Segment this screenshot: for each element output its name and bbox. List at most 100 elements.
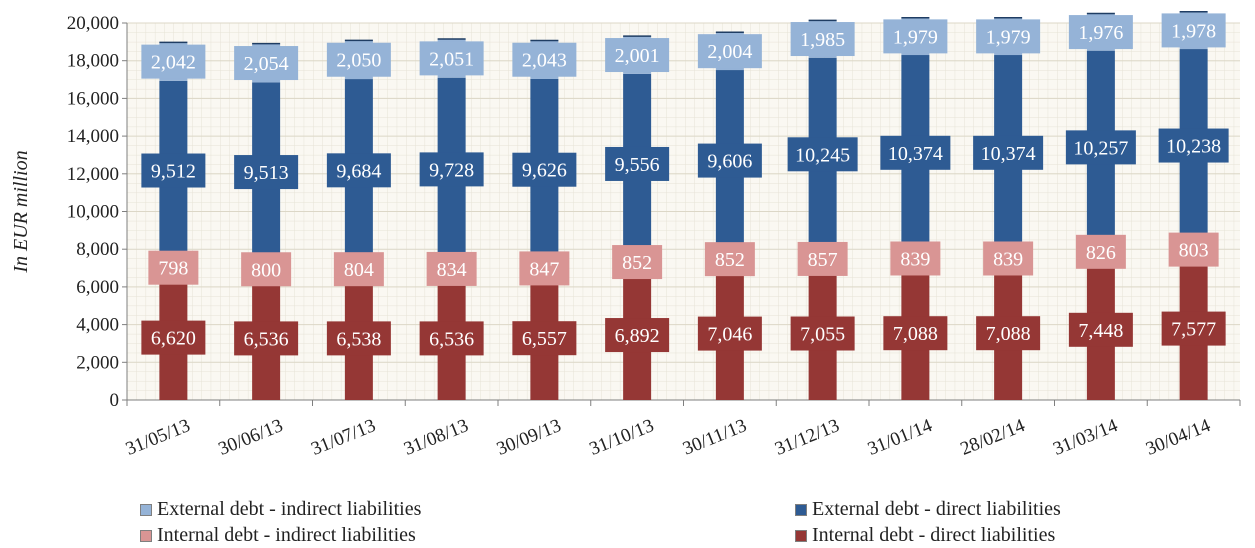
data-label-box-2-5 bbox=[605, 146, 670, 181]
data-label-0-1: 6,536 bbox=[244, 328, 289, 350]
data-label-box-1-2 bbox=[333, 252, 384, 287]
data-label-box-0-5 bbox=[605, 318, 670, 353]
data-label-box-1-1 bbox=[241, 252, 292, 287]
data-label-0-9: 7,088 bbox=[986, 323, 1031, 345]
data-label-box-3-4 bbox=[512, 42, 577, 77]
data-label-2-7: 10,245 bbox=[795, 144, 850, 166]
x-tick-label-3: 31/08/13 bbox=[401, 415, 472, 460]
data-label-box-3-10 bbox=[1068, 15, 1133, 50]
data-label-2-0: 9,512 bbox=[151, 161, 196, 183]
data-label-box-1-10 bbox=[1075, 234, 1126, 269]
data-label-1-4: 847 bbox=[529, 258, 559, 280]
legend-item-internal-indirect: Internal debt - indirect liabilities bbox=[140, 524, 416, 547]
data-label-box-3-5 bbox=[605, 38, 670, 73]
data-label-2-8: 10,374 bbox=[888, 143, 943, 165]
y-tick-label-6: 12,000 bbox=[67, 164, 119, 185]
y-axis-title: In EUR million bbox=[10, 150, 32, 273]
y-tick-label-8: 16,000 bbox=[67, 88, 119, 109]
data-label-3-8: 1,979 bbox=[893, 26, 938, 48]
data-label-box-0-6 bbox=[697, 316, 762, 351]
data-label-3-3: 2,051 bbox=[429, 48, 474, 70]
x-tick-label-4: 30/09/13 bbox=[494, 415, 565, 460]
data-label-3-9: 1,979 bbox=[986, 26, 1031, 48]
data-label-0-2: 6,538 bbox=[336, 328, 381, 350]
data-label-box-0-9 bbox=[976, 316, 1041, 351]
legend-label-external-indirect: External debt - indirect liabilities bbox=[157, 498, 422, 520]
data-label-0-0: 6,620 bbox=[151, 328, 196, 350]
x-tick-label-5: 31/10/13 bbox=[586, 415, 657, 460]
data-label-2-4: 9,626 bbox=[522, 160, 567, 182]
data-label-0-11: 7,577 bbox=[1171, 319, 1216, 341]
x-tick-label-2: 31/07/13 bbox=[308, 415, 379, 460]
y-tick-label-0: 0 bbox=[110, 390, 120, 411]
data-label-box-2-4 bbox=[512, 152, 577, 187]
data-label-box-1-6 bbox=[704, 242, 755, 277]
data-label-box-3-8 bbox=[883, 19, 948, 54]
data-label-3-1: 2,054 bbox=[244, 53, 289, 75]
x-tick-label-0: 31/05/13 bbox=[123, 415, 194, 460]
data-label-box-0-10 bbox=[1068, 312, 1133, 347]
data-label-box-2-1 bbox=[234, 155, 299, 190]
data-label-2-5: 9,556 bbox=[615, 154, 660, 176]
legend: External debt - indirect liabilities Ext… bbox=[0, 496, 1255, 548]
data-label-2-9: 10,374 bbox=[981, 143, 1036, 165]
data-label-box-0-1 bbox=[234, 321, 299, 356]
data-label-3-10: 1,976 bbox=[1078, 22, 1123, 44]
data-label-box-1-3 bbox=[426, 251, 477, 286]
data-label-1-8: 839 bbox=[900, 248, 930, 270]
data-label-box-3-2 bbox=[326, 42, 391, 77]
data-label-box-2-10 bbox=[1065, 130, 1136, 165]
legend-swatch-external-direct bbox=[795, 503, 807, 516]
y-tick-label-10: 20,000 bbox=[67, 13, 119, 34]
data-label-box-2-3 bbox=[419, 152, 484, 187]
legend-swatch-internal-direct bbox=[795, 529, 807, 542]
data-label-3-2: 2,050 bbox=[336, 50, 381, 72]
data-label-box-2-9 bbox=[973, 135, 1044, 170]
y-tick-label-1: 2,000 bbox=[76, 352, 119, 373]
legend-label-internal-indirect: Internal debt - indirect liabilities bbox=[157, 524, 416, 546]
data-label-3-6: 2,004 bbox=[707, 41, 752, 63]
data-label-2-11: 10,238 bbox=[1166, 136, 1221, 158]
data-label-box-3-11 bbox=[1161, 13, 1226, 48]
legend-item-internal-direct: Internal debt - direct liabilities bbox=[795, 524, 1055, 547]
data-label-2-3: 9,728 bbox=[429, 159, 474, 181]
stacked-bar-chart: 0 2,000 4,000 6,000 8,000 10,000 12,000 14,000 1… bbox=[10, 11, 1241, 460]
data-label-box-1-11 bbox=[1168, 232, 1219, 267]
data-label-box-1-5 bbox=[612, 245, 663, 280]
data-label-box-2-2 bbox=[326, 153, 391, 188]
data-label-box-2-0 bbox=[141, 153, 206, 188]
data-label-3-7: 1,985 bbox=[800, 29, 845, 51]
legend-label-internal-direct: Internal debt - direct liabilities bbox=[812, 524, 1056, 546]
data-label-box-2-6 bbox=[697, 143, 762, 178]
data-label-box-2-7 bbox=[787, 137, 858, 172]
x-tick-label-1: 30/06/13 bbox=[215, 415, 286, 460]
data-label-0-5: 6,892 bbox=[615, 325, 660, 347]
data-label-1-5: 852 bbox=[622, 252, 652, 274]
data-label-1-6: 852 bbox=[715, 249, 745, 271]
x-tick-label-7: 31/12/13 bbox=[772, 415, 843, 460]
data-label-box-2-11 bbox=[1158, 128, 1229, 163]
legend-label-external-direct: External debt - direct liabilities bbox=[812, 498, 1061, 520]
data-label-box-3-6 bbox=[697, 34, 762, 69]
y-tick-label-3: 6,000 bbox=[76, 277, 119, 298]
data-label-1-11: 803 bbox=[1179, 240, 1209, 262]
data-label-box-2-8 bbox=[880, 135, 951, 170]
data-label-box-3-3 bbox=[419, 41, 484, 76]
x-tick-label-6: 30/11/13 bbox=[680, 415, 750, 460]
data-label-1-1: 800 bbox=[251, 259, 281, 281]
data-label-0-7: 7,055 bbox=[800, 324, 845, 346]
data-label-box-1-7 bbox=[797, 241, 848, 276]
data-label-1-9: 839 bbox=[993, 248, 1023, 270]
data-label-box-0-0 bbox=[141, 320, 206, 355]
y-tick-label-5: 10,000 bbox=[67, 202, 119, 223]
data-label-box-0-2 bbox=[326, 321, 391, 356]
data-label-3-4: 2,043 bbox=[522, 50, 567, 72]
data-label-1-2: 804 bbox=[344, 259, 374, 281]
data-label-box-0-4 bbox=[512, 321, 577, 356]
data-label-box-1-8 bbox=[890, 241, 941, 276]
data-label-box-3-0 bbox=[141, 44, 206, 79]
x-tick-label-10: 31/03/14 bbox=[1050, 415, 1121, 460]
x-tick-label-11: 30/04/14 bbox=[1143, 415, 1214, 460]
y-tick-label-4: 8,000 bbox=[76, 239, 119, 260]
